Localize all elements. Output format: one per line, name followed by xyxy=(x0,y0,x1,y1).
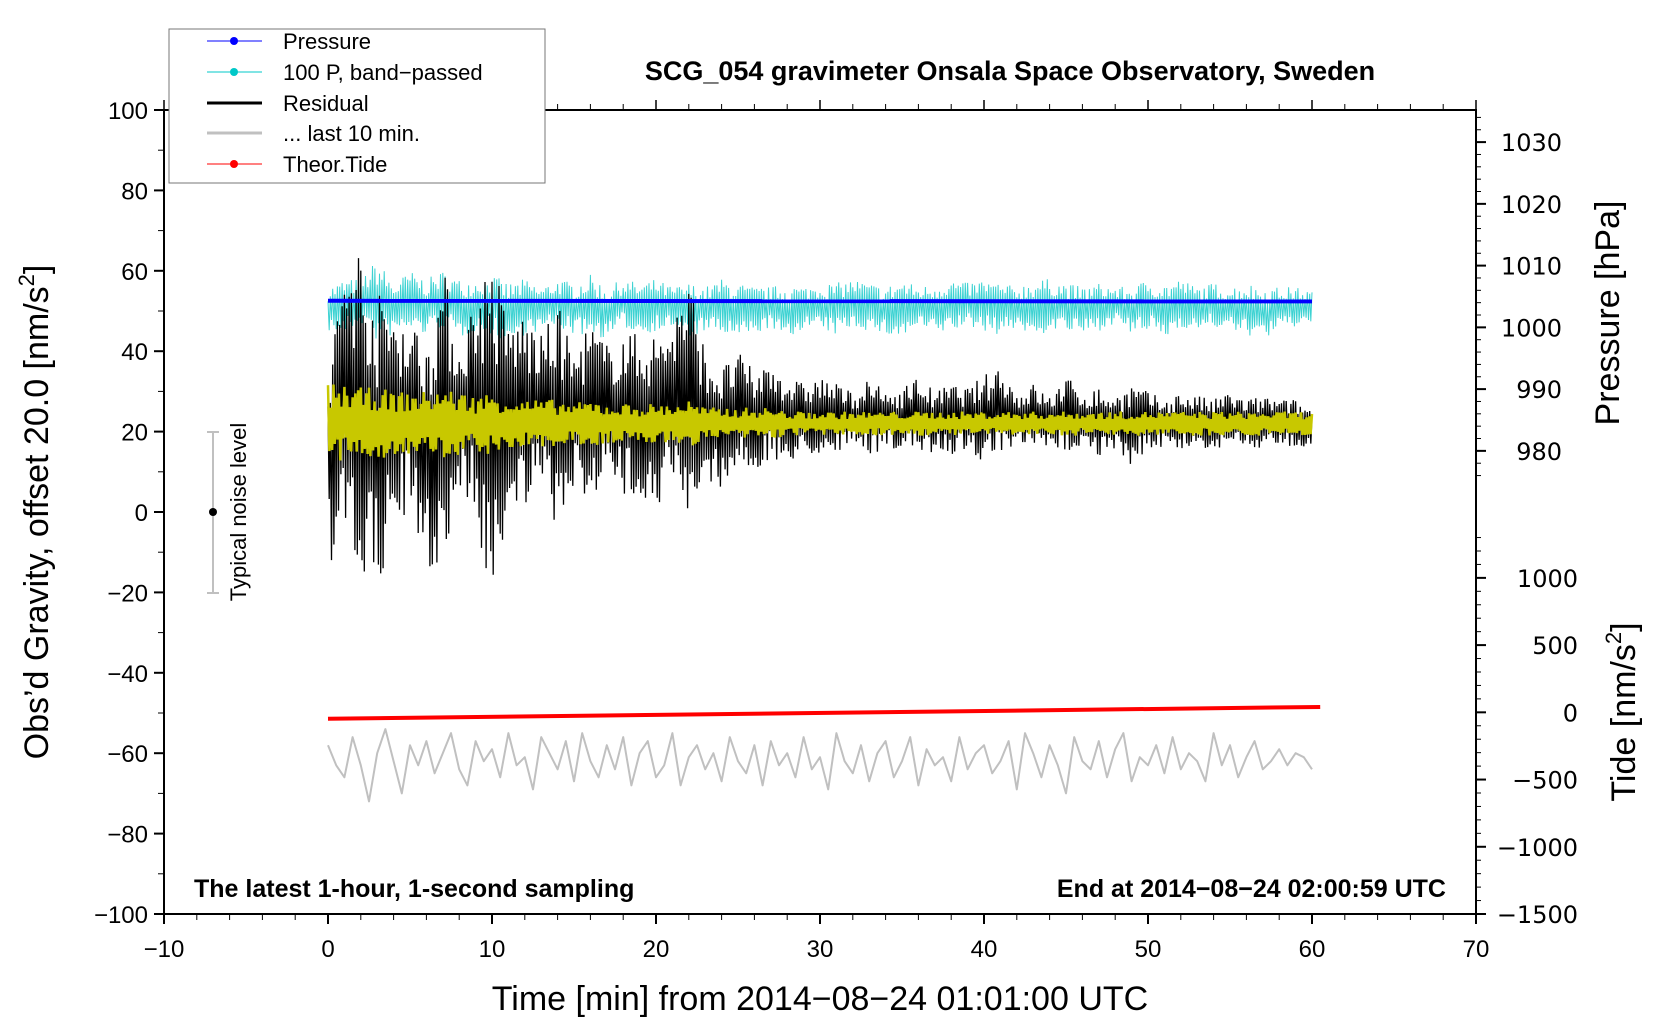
x-tick-label: −10 xyxy=(144,936,185,963)
series-layer xyxy=(326,258,1321,803)
legend-label: ... last 10 min. xyxy=(283,121,420,146)
legend-marker-0 xyxy=(230,37,238,45)
y-tick-label: 100 xyxy=(108,98,148,125)
y-tick-label: −40 xyxy=(107,661,148,688)
y-tick-label: 80 xyxy=(121,178,148,205)
pressure-tick-label: 1030 xyxy=(1501,129,1562,157)
x-tick-label: 60 xyxy=(1299,936,1326,963)
x-tick-label: 70 xyxy=(1463,936,1490,963)
annotation-end-time: End at 2014−08−24 02:00:59 UTC xyxy=(1057,875,1446,903)
legend: Pressure 100 P, band−passed Residual ... la… xyxy=(168,28,546,184)
series-residual xyxy=(327,258,1313,575)
tide-axis-title-main: Tide [nm/s xyxy=(1605,644,1643,801)
tide-tick-label: −1500 xyxy=(1497,901,1578,929)
tide-tick-label: 1000 xyxy=(1517,565,1578,593)
y-tick-label: −20 xyxy=(107,580,148,607)
tide-tick-label: −1000 xyxy=(1497,834,1578,862)
noise-bar: Typical noise level xyxy=(207,423,251,602)
x-tick-label: 50 xyxy=(1135,936,1162,963)
series-pressure xyxy=(327,298,1313,304)
y-axis-title-main: Obs’d Gravity, offset 20.0 [nm/s xyxy=(18,286,56,759)
annotation-sampling: The latest 1-hour, 1-second sampling xyxy=(194,875,634,903)
legend-marker-1 xyxy=(230,68,238,76)
y-axis-title-close: ] xyxy=(18,265,56,274)
pressure-tick-label: 990 xyxy=(1516,376,1562,404)
tide-axis-title-sup: 2 xyxy=(1601,632,1626,644)
x-axis-title: Time [min] from 2014−08−24 01:01:00 UTC xyxy=(492,980,1148,1018)
y-axis-title: Obs’d Gravity, offset 20.0 [nm/s2] xyxy=(14,265,56,760)
pressure-tick-label: 1020 xyxy=(1501,191,1562,219)
tide-tick-label: 0 xyxy=(1563,699,1578,727)
x-tick-label: 20 xyxy=(643,936,670,963)
pressure-tick-label: 980 xyxy=(1516,438,1562,466)
axes-layer: −10 0 10 20 30 40 50 60 70−100−80−60−40−20020406… xyxy=(94,98,1578,963)
pressure-axis-title: Pressure [hPa] xyxy=(1589,201,1627,426)
plot-frame xyxy=(163,109,1477,915)
x-tick-label: 30 xyxy=(807,936,834,963)
tide-axis-title-close: ] xyxy=(1605,622,1643,631)
chart-title: SCG_054 gravimeter Onsala Space Observat… xyxy=(645,56,1375,86)
x-tick-label: 0 xyxy=(321,936,334,963)
y-tick-label: 60 xyxy=(121,259,148,286)
x-tick-label: 40 xyxy=(971,936,998,963)
tide-tick-label: −500 xyxy=(1512,767,1578,795)
series-filtered-residual xyxy=(326,384,1314,461)
legend-label: Theor.Tide xyxy=(283,152,387,177)
noise-bar-label: Typical noise level xyxy=(226,423,251,602)
pressure-tick-label: 1010 xyxy=(1501,253,1562,281)
x-tick-label: 10 xyxy=(479,936,506,963)
tide-tick-label: 500 xyxy=(1532,632,1578,660)
noise-bar-center-dot xyxy=(209,508,217,516)
legend-label: Pressure xyxy=(283,29,371,54)
legend-label: Residual xyxy=(283,91,369,116)
legend-label: 100 P, band−passed xyxy=(283,60,483,85)
y-tick-label: 0 xyxy=(135,500,148,527)
series-theoretical-tide xyxy=(327,704,1321,721)
tide-axis-title: Tide [nm/s2] xyxy=(1601,622,1643,801)
y-tick-label: 20 xyxy=(121,420,148,447)
series-last-10-min xyxy=(327,728,1313,803)
pressure-tick-label: 1000 xyxy=(1501,314,1562,342)
y-tick-label: −60 xyxy=(107,741,148,768)
y-tick-label: −100 xyxy=(94,902,148,929)
y-axis-title-sup: 2 xyxy=(14,274,39,286)
y-tick-label: 40 xyxy=(121,339,148,366)
legend-marker-4 xyxy=(230,160,238,168)
y-tick-label: −80 xyxy=(107,822,148,849)
legend-box xyxy=(168,28,546,184)
